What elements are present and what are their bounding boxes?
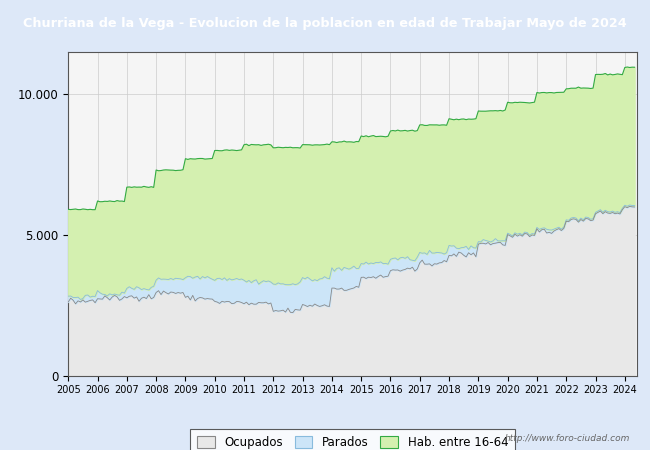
Text: Churriana de la Vega - Evolucion de la poblacion en edad de Trabajar Mayo de 202: Churriana de la Vega - Evolucion de la p… (23, 17, 627, 30)
Legend: Ocupados, Parados, Hab. entre 16-64: Ocupados, Parados, Hab. entre 16-64 (190, 428, 515, 450)
Text: http://www.foro-ciudad.com: http://www.foro-ciudad.com (505, 434, 630, 443)
